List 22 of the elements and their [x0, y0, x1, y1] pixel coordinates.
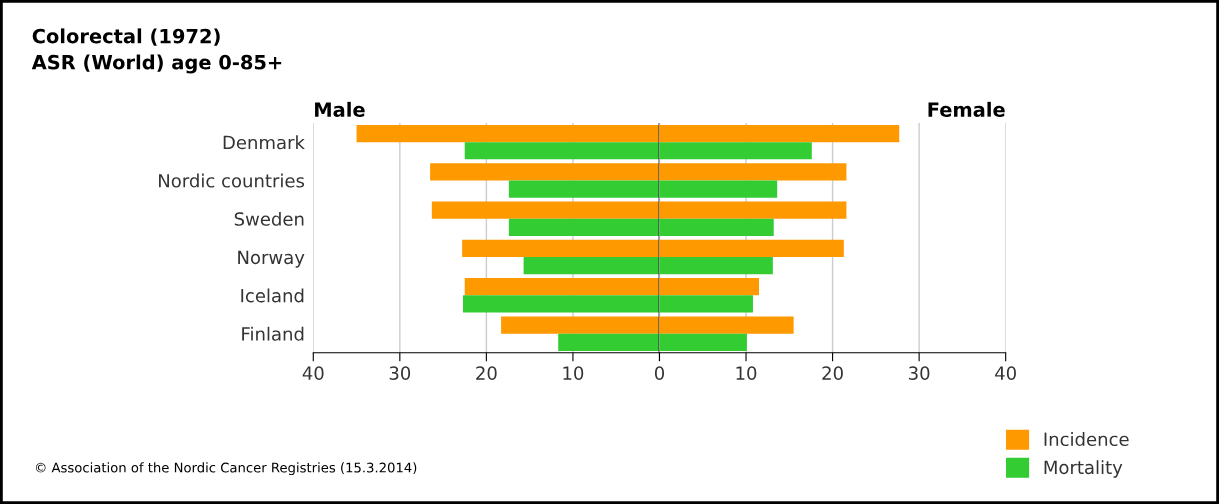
y-tick-label: Iceland: [241, 288, 304, 303]
text: ASR (World) age 0-85+: [31, 54, 282, 74]
y-tick-label: Finland: [242, 326, 304, 341]
y-tick-label: Nordic countries: [159, 173, 305, 188]
x-tick-label: 0: [654, 366, 665, 380]
text: Female: [928, 101, 1005, 117]
y-tick-label: Norway: [238, 250, 305, 268]
y-tick-label: Sweden: [234, 211, 304, 226]
x-tick-label: 30: [389, 366, 411, 380]
x-tick-label: 10: [563, 366, 584, 380]
x-tick-label: 20: [476, 366, 497, 380]
text: © Association of the Nordic Cancer Registries (15.3.2014): [35, 462, 417, 476]
x-tick-label: 30: [909, 366, 930, 380]
x-tick-label: 20: [822, 366, 843, 380]
legend-label: Incidence: [1044, 432, 1129, 447]
text: Male: [315, 101, 365, 117]
text: Colorectal (1972): [32, 28, 220, 46]
x-tick-label: 10: [736, 366, 757, 380]
x-tick-label: 40: [302, 366, 324, 380]
legend-label: Mortality: [1044, 460, 1123, 478]
x-tick-label: 40: [995, 366, 1016, 380]
y-tick-label: Denmark: [223, 135, 305, 150]
